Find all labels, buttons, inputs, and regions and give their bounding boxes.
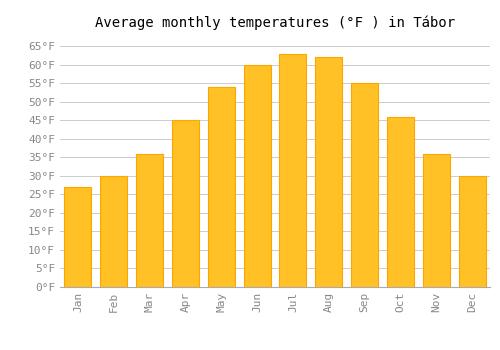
Bar xyxy=(351,83,378,287)
Bar xyxy=(316,57,342,287)
Bar xyxy=(64,187,92,287)
Bar xyxy=(136,154,163,287)
Bar xyxy=(100,176,127,287)
Bar xyxy=(208,87,234,287)
Title: Average monthly temperatures (°F ) in Tábor: Average monthly temperatures (°F ) in Tá… xyxy=(95,15,455,30)
Bar xyxy=(244,65,270,287)
Bar xyxy=(423,154,450,287)
Bar xyxy=(280,54,306,287)
Bar xyxy=(458,176,485,287)
Bar xyxy=(387,117,414,287)
Bar xyxy=(172,120,199,287)
